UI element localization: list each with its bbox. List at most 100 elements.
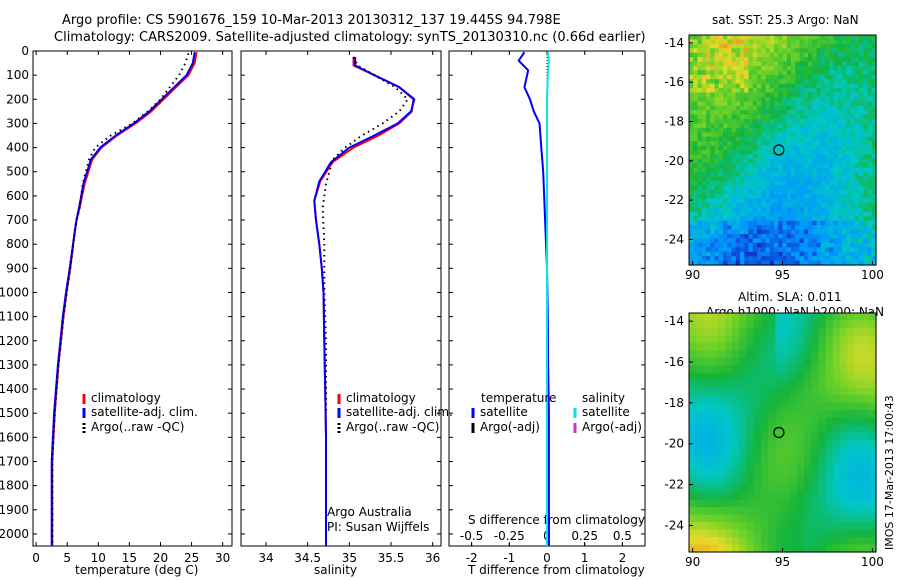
sla-map-cell xyxy=(696,425,704,434)
sla-map-cell xyxy=(739,365,748,374)
sst-map-cell xyxy=(774,207,779,213)
sla-map-cell xyxy=(746,439,755,449)
sla-map-cell xyxy=(689,522,697,531)
sst-map-cell xyxy=(697,127,703,133)
sst-map-cell xyxy=(701,43,707,49)
sst-map-cell xyxy=(808,207,813,213)
sst-map-cell xyxy=(752,189,758,195)
sla-map-cell xyxy=(789,313,798,322)
sst-map-cell xyxy=(837,74,843,80)
sst-map-cell xyxy=(757,256,762,262)
sst-map-cell xyxy=(778,114,784,120)
sst-map-cell xyxy=(761,39,767,45)
sst-map-cell xyxy=(778,101,784,107)
sst-map-cell xyxy=(799,216,805,222)
sla-map-cell xyxy=(689,492,697,501)
sst-map-cell xyxy=(803,92,809,98)
sst-map-cell xyxy=(761,127,767,133)
sst-map-cell xyxy=(752,167,758,173)
sst-map-cell xyxy=(820,136,826,142)
sst-map-cell xyxy=(706,57,711,63)
sst-map-cell xyxy=(748,105,754,111)
sst-map-cell xyxy=(803,96,809,102)
sst-map-cell xyxy=(731,123,737,129)
sst-map-cell xyxy=(761,216,767,222)
sst-map-cell xyxy=(740,96,745,102)
sst-map-cell xyxy=(778,74,784,80)
sla-map-cell xyxy=(739,410,748,419)
sla-map-cell xyxy=(818,387,827,396)
sla-map-cell xyxy=(811,522,820,531)
sla-map-cell xyxy=(739,342,748,351)
sst-map-cell xyxy=(871,127,877,133)
sst-map-cell xyxy=(820,39,826,45)
sst-map-cell xyxy=(859,52,864,58)
sst-map-cell xyxy=(786,238,792,244)
sla-map-cell xyxy=(717,544,726,553)
sst-map-cell xyxy=(752,198,758,204)
sla-map-cell xyxy=(840,529,848,538)
sst-map-cell xyxy=(752,92,758,98)
sst-map-cell xyxy=(803,79,809,85)
sst-map-cell xyxy=(842,39,847,45)
sla-map-cell xyxy=(804,395,812,404)
sst-map-cell xyxy=(782,136,788,142)
sst-map-cell xyxy=(731,61,737,67)
sst-map-cell xyxy=(837,57,843,63)
sla-map-cell xyxy=(825,402,834,411)
sst-map-cell xyxy=(782,83,788,89)
sla-map-cell xyxy=(804,484,812,493)
sla-map-cell xyxy=(703,484,712,493)
sst-map-cell xyxy=(850,189,856,195)
sst-map-cell xyxy=(718,74,724,80)
sst-map-cell xyxy=(710,88,716,94)
sst-map-cell xyxy=(718,194,724,200)
sst-map-cell xyxy=(727,35,733,41)
sst-map-cell xyxy=(808,43,813,49)
sla-map-cell xyxy=(832,507,841,516)
sla-map-cell xyxy=(739,425,748,434)
sst-map-cell xyxy=(723,251,728,257)
sla-map-cell xyxy=(775,529,784,538)
sst-map-cell xyxy=(803,83,809,89)
sst-map-cell xyxy=(782,189,788,195)
sst-map-cell xyxy=(867,207,873,213)
sst-map-cell xyxy=(842,70,847,76)
sst-map-cell xyxy=(778,180,784,186)
sla-map-cell xyxy=(732,469,740,478)
sst-map-cell xyxy=(761,247,767,253)
sla-map-cell xyxy=(818,327,827,337)
sst-map-cell xyxy=(867,203,873,209)
sst-map-cell xyxy=(786,167,792,173)
sla-map-cell xyxy=(732,454,740,463)
sst-map-cell xyxy=(757,150,762,156)
sst-map-cell xyxy=(765,242,771,248)
sst-map-cell xyxy=(791,123,796,129)
sst-map-cell xyxy=(808,238,813,244)
sst-map-cell xyxy=(714,260,720,266)
sst-map-cell xyxy=(778,242,784,248)
sst-map-cell xyxy=(714,158,720,164)
sst-map-cell xyxy=(778,39,784,45)
sst-map-cell xyxy=(723,136,728,142)
sst-map-cell xyxy=(786,150,792,156)
sst-map-cell xyxy=(812,136,818,142)
sst-map-cell xyxy=(863,48,869,54)
sla-map-cell xyxy=(689,320,697,329)
sla-map-cell xyxy=(868,477,877,486)
sla-map-cell xyxy=(710,477,719,486)
sla-map-cell xyxy=(847,447,856,456)
sst-map-cell xyxy=(803,110,809,116)
sst-map-cell xyxy=(871,101,877,107)
sla-map-cell xyxy=(825,469,834,478)
sst-map-cell xyxy=(846,176,852,182)
sst-map-cell xyxy=(812,57,818,63)
sla-map-cell xyxy=(782,462,791,471)
sst-map-cell xyxy=(846,61,852,67)
sst-map-cell xyxy=(752,79,758,85)
sst-map-cell xyxy=(689,123,694,129)
sla-map-cell xyxy=(768,342,776,351)
sst-map-cell xyxy=(795,189,801,195)
sla-map-cell xyxy=(710,380,719,389)
sst-map-cell xyxy=(740,180,745,186)
